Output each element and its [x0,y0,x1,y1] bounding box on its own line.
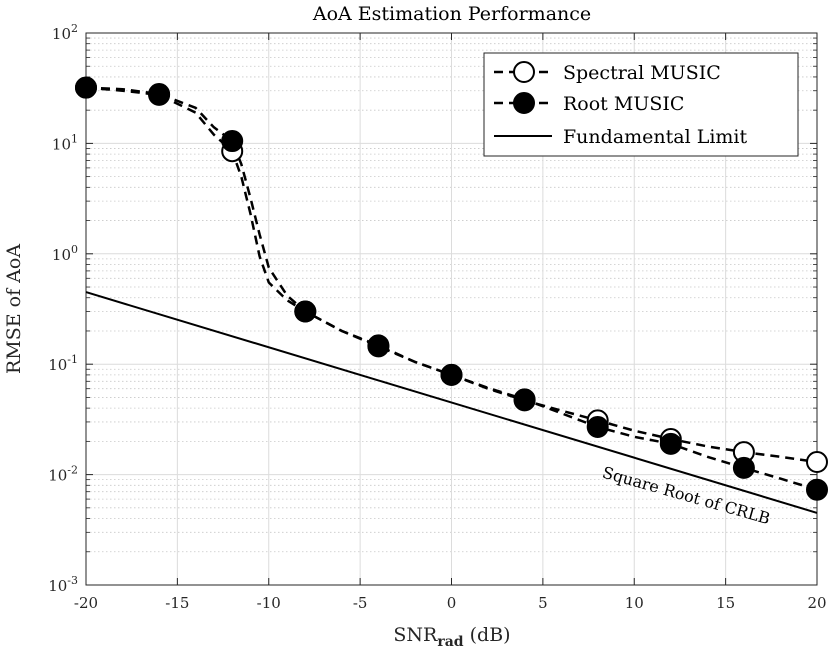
x-tick-label: -5 [353,594,368,612]
y-tick-label: 102 [52,22,78,43]
legend-label-spectral-music: Spectral MUSIC [563,62,721,84]
y-tick-label: 10-1 [48,353,78,374]
y-tick-label: 100 [52,243,78,264]
y-axis-title: RMSE of AoA [3,244,25,374]
data-point-root-music [221,130,244,153]
y-tick-label: 101 [52,132,78,153]
y-axis: 102 101 100 10-1 10-2 10-3 [48,22,817,595]
x-tick-label: 0 [447,594,457,612]
series-layer [75,76,828,514]
data-point-root-music [586,415,609,438]
y-tick-label: 10-3 [48,574,78,595]
x-tick-label: 10 [625,594,644,612]
x-tick-label: -20 [74,594,98,612]
x-tick-label: -10 [257,594,281,612]
data-point-root-music [440,363,463,386]
data-point-root-music [75,76,97,99]
legend-marker-root-music [513,92,535,114]
x-axis-title: SNRrad (dB) [393,624,510,650]
x-tick-label: -15 [165,594,189,612]
data-point-root-music [294,300,317,323]
data-point-root-music [367,334,390,357]
data-point-spectral-music [806,451,828,474]
legend-box [483,52,799,157]
legend-label-fundamental-limit: Fundamental Limit [563,126,748,148]
legend-marker-spectral-music [513,61,535,83]
legend-label-root-music: Root MUSIC [563,93,684,115]
legend: Spectral MUSIC Root MUSIC Fundamental Li… [483,52,799,157]
x-tick-label: 20 [807,594,826,612]
y-tick-label: 10-2 [48,464,78,485]
data-point-root-music [806,478,828,501]
series-line-fundamental-limit [85,291,818,514]
data-point-root-music [513,388,536,411]
x-tick-label: 5 [538,594,548,612]
chart-title: AoA Estimation Performance [312,3,591,25]
x-tick-label: 15 [716,594,735,612]
data-point-root-music [148,83,171,106]
x-axis: -20 -15 -10 -5 0 5 10 15 20 [74,33,827,612]
data-point-root-music [659,432,682,455]
data-point-root-music [732,456,755,479]
